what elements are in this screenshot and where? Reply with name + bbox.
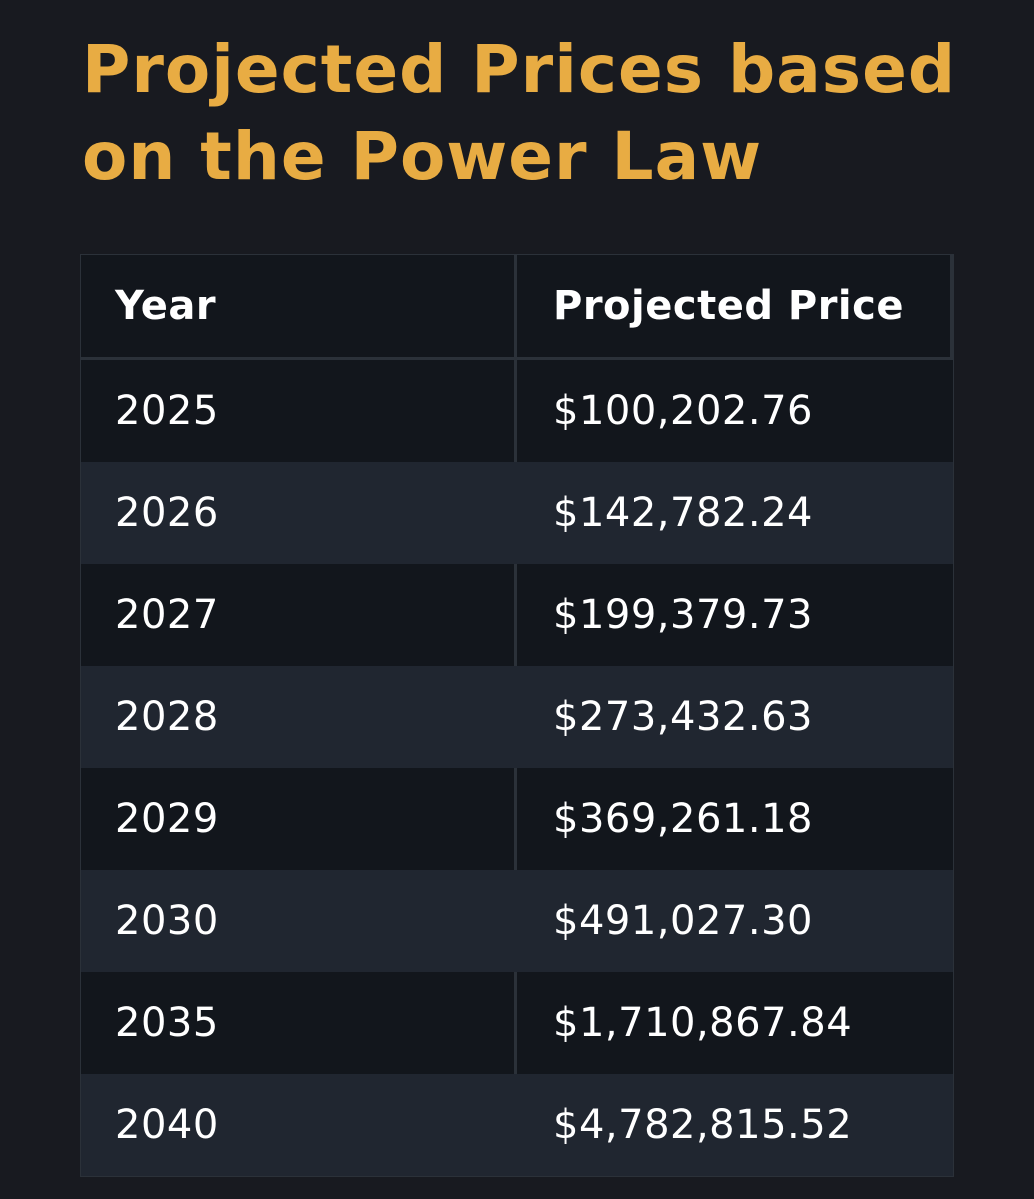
year-cell: 2026 (115, 490, 219, 536)
table-row: 2027 $199,379.73 (81, 564, 953, 666)
table-row: 2026 $142,782.24 (81, 462, 953, 564)
price-cell: $199,379.73 (553, 592, 813, 638)
table-row: 2035 $1,710,867.84 (81, 972, 953, 1074)
price-cell: $4,782,815.52 (553, 1102, 853, 1148)
page-title: Projected Prices based on the Power Law (82, 31, 957, 195)
year-cell: 2035 (81, 972, 517, 1074)
table-row: 2028 $273,432.63 (81, 666, 953, 768)
year-cell: 2027 (81, 564, 517, 666)
column-header-price: Projected Price (517, 255, 953, 357)
column-header-year: Year (81, 255, 517, 357)
table-row: 2029 $369,261.18 (81, 768, 953, 870)
year-cell: 2028 (115, 694, 219, 740)
price-cell: $369,261.18 (553, 796, 813, 842)
year-cell: 2040 (115, 1102, 219, 1148)
year-cell: 2029 (81, 768, 517, 870)
table-row: 2030 $491,027.30 (81, 870, 953, 972)
table-header-row: Year Projected Price (81, 255, 953, 360)
price-cell: $1,710,867.84 (553, 1000, 853, 1046)
price-cell: $273,432.63 (553, 694, 813, 740)
price-cell: $142,782.24 (553, 490, 813, 536)
projection-table: Year Projected Price 2025 $100,202.76 20… (80, 254, 954, 1177)
table-row: 2025 $100,202.76 (81, 360, 953, 462)
year-cell: 2025 (81, 360, 517, 462)
year-cell: 2030 (115, 898, 219, 944)
price-cell: $491,027.30 (553, 898, 813, 944)
price-cell: $100,202.76 (553, 388, 813, 434)
table-row: 2040 $4,782,815.52 (81, 1074, 953, 1176)
